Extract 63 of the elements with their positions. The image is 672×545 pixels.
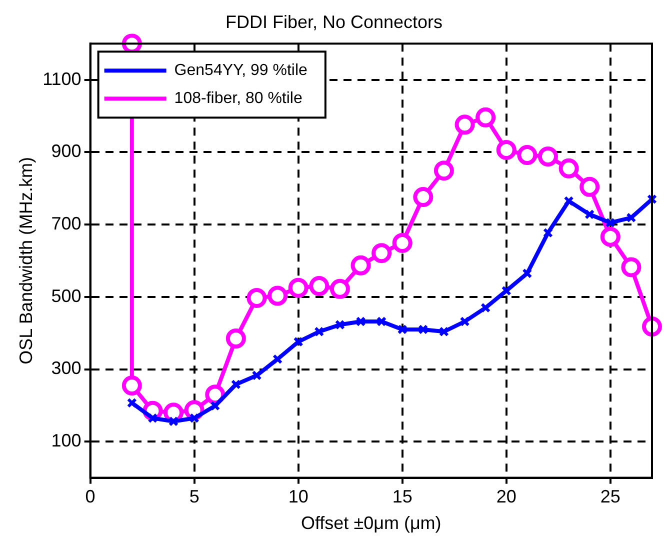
point (189, 413, 200, 424)
y-tick-label: 100 (51, 430, 82, 451)
point (293, 336, 304, 347)
point (605, 218, 616, 228)
legend-label: Gen54YY, 99 %tile (174, 62, 308, 80)
y-tick-label: 700 (51, 213, 82, 234)
point (580, 176, 600, 197)
y-tick-label: 300 (51, 358, 82, 378)
point (626, 212, 636, 223)
x-tick-label: 10 (288, 486, 308, 507)
point (356, 316, 366, 327)
point (496, 140, 516, 160)
point (372, 243, 392, 264)
legend-label: 108-fiber, 80 %tile (174, 90, 302, 108)
point (480, 302, 491, 313)
point (413, 187, 434, 208)
chart-title: FDDI Fiber, No Connectors (225, 12, 443, 32)
point (522, 268, 532, 278)
y-tick-label: 500 (51, 286, 82, 306)
point (168, 416, 179, 426)
x-tick-label: 15 (392, 486, 412, 507)
point (460, 316, 470, 327)
x-tick-label: 20 (496, 486, 516, 507)
point (226, 328, 246, 348)
point (376, 316, 387, 327)
point (210, 400, 220, 411)
point (600, 226, 620, 247)
point (542, 228, 554, 238)
point (330, 278, 350, 299)
x-tick-label: 25 (600, 486, 620, 507)
point (564, 196, 574, 206)
point (288, 278, 308, 298)
point (314, 326, 324, 337)
x-axis-title: Offset ±0μm (μm) (300, 513, 442, 534)
point (558, 158, 579, 178)
x-tick-label: 0 (85, 486, 96, 507)
point (268, 286, 288, 306)
point (438, 326, 449, 337)
point (309, 276, 330, 296)
y-axis-title: OSL Bandwidth (MHz.km) (16, 157, 36, 364)
point (392, 232, 412, 253)
point (148, 413, 158, 424)
point (434, 160, 454, 181)
y-tick-label: 1100 (42, 68, 82, 89)
point (476, 107, 496, 128)
point (538, 146, 558, 166)
point (334, 320, 345, 330)
point (246, 288, 267, 308)
point (272, 354, 283, 364)
point (418, 324, 428, 334)
point (230, 379, 241, 390)
point (252, 370, 262, 380)
point (397, 324, 408, 334)
point (517, 145, 538, 166)
point (122, 376, 142, 396)
point (454, 114, 475, 135)
y-tick-label: 900 (51, 141, 82, 162)
x-tick-label: 5 (189, 486, 200, 507)
point (642, 316, 662, 337)
point (621, 257, 642, 278)
point (350, 255, 371, 276)
point (501, 286, 512, 296)
point (584, 209, 595, 220)
